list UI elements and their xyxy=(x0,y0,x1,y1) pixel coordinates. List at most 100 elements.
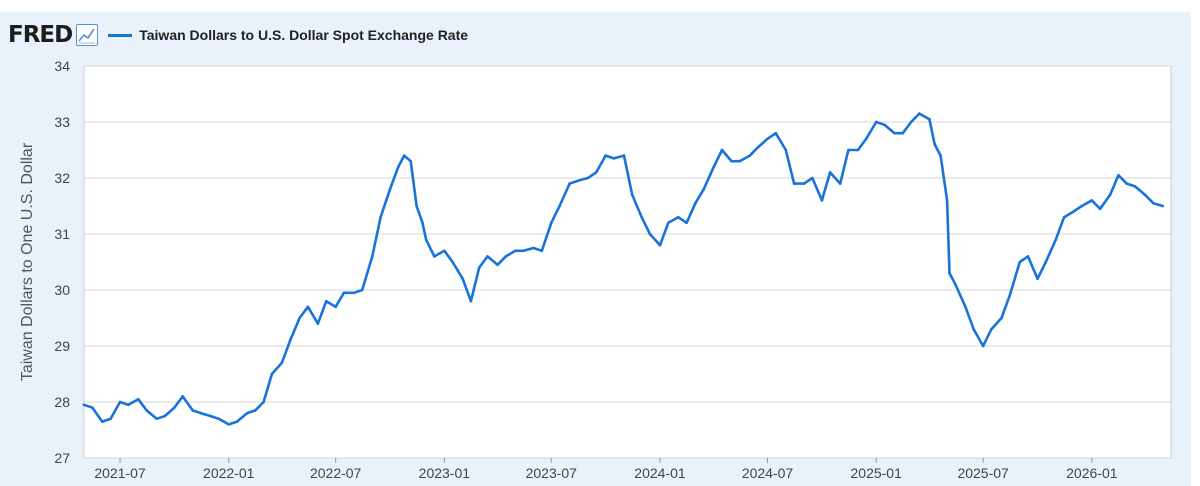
data-point[interactable] xyxy=(667,221,670,225)
data-point[interactable] xyxy=(443,249,446,253)
data-point[interactable] xyxy=(540,249,544,253)
data-point[interactable] xyxy=(847,148,850,152)
data-point[interactable] xyxy=(451,260,454,264)
data-point[interactable] xyxy=(677,215,680,219)
data-point[interactable] xyxy=(415,204,418,208)
data-point[interactable] xyxy=(1062,215,1066,219)
data-point[interactable] xyxy=(352,291,356,295)
data-point[interactable] xyxy=(838,182,842,185)
data-point[interactable] xyxy=(173,406,176,409)
data-point[interactable] xyxy=(586,176,590,180)
data-point[interactable] xyxy=(1117,173,1120,177)
data-point[interactable] xyxy=(402,154,406,157)
data-point[interactable] xyxy=(191,409,194,412)
data-point[interactable] xyxy=(685,221,688,225)
data-point[interactable] xyxy=(1018,260,1022,264)
data-point[interactable] xyxy=(145,409,148,412)
data-point[interactable] xyxy=(280,361,284,365)
data-point[interactable] xyxy=(1008,294,1011,297)
data-point[interactable] xyxy=(298,316,301,320)
data-point[interactable] xyxy=(109,417,112,421)
data-point[interactable] xyxy=(82,403,86,407)
data-point[interactable] xyxy=(118,400,122,404)
data-point[interactable] xyxy=(893,131,896,135)
data-point[interactable] xyxy=(254,409,257,412)
data-point[interactable] xyxy=(918,112,921,115)
data-point[interactable] xyxy=(774,131,778,135)
data-point[interactable] xyxy=(137,397,140,401)
data-point[interactable] xyxy=(1036,277,1039,281)
data-point[interactable] xyxy=(1000,316,1003,320)
data-point[interactable] xyxy=(334,305,338,309)
data-point[interactable] xyxy=(360,288,364,292)
data-point[interactable] xyxy=(874,120,878,124)
data-point[interactable] xyxy=(532,246,535,250)
data-point[interactable] xyxy=(342,291,346,295)
data-point[interactable] xyxy=(811,176,814,180)
data-point[interactable] xyxy=(738,159,741,163)
data-point[interactable] xyxy=(199,411,203,415)
data-point[interactable] xyxy=(712,165,716,169)
fred-logo[interactable]: FRED xyxy=(8,22,73,48)
data-point[interactable] xyxy=(694,201,697,205)
data-point[interactable] xyxy=(324,299,328,303)
data-point[interactable] xyxy=(766,137,769,141)
data-point[interactable] xyxy=(1072,210,1075,213)
data-point[interactable] xyxy=(658,243,662,247)
data-point[interactable] xyxy=(568,182,571,185)
data-point[interactable] xyxy=(127,403,130,407)
data-point[interactable] xyxy=(856,148,860,152)
data-point[interactable] xyxy=(486,255,489,258)
data-point[interactable] xyxy=(909,120,913,124)
data-point[interactable] xyxy=(1143,193,1147,197)
data-point[interactable] xyxy=(972,327,975,331)
data-point[interactable] xyxy=(209,414,212,418)
data-point[interactable] xyxy=(155,417,158,421)
data-point[interactable] xyxy=(397,165,400,169)
data-point[interactable] xyxy=(550,221,553,225)
data-point[interactable] xyxy=(933,143,936,146)
data-point[interactable] xyxy=(469,299,473,303)
data-point[interactable] xyxy=(939,154,942,157)
data-point[interactable] xyxy=(1108,193,1112,197)
data-point[interactable] xyxy=(756,145,760,149)
data-point[interactable] xyxy=(379,215,382,219)
data-point[interactable] xyxy=(1125,182,1128,185)
data-point[interactable] xyxy=(784,148,788,152)
data-point[interactable] xyxy=(828,171,832,174)
data-point[interactable] xyxy=(640,215,643,219)
data-point[interactable] xyxy=(371,255,374,258)
data-point[interactable] xyxy=(883,123,886,127)
line-chart-icon[interactable] xyxy=(76,24,99,46)
data-point[interactable] xyxy=(522,249,525,253)
data-point[interactable] xyxy=(594,171,598,174)
data-point[interactable] xyxy=(316,322,320,325)
data-point[interactable] xyxy=(612,157,616,160)
data-point[interactable] xyxy=(1161,204,1164,208)
data-point[interactable] xyxy=(1133,185,1137,188)
data-point[interactable] xyxy=(496,263,499,267)
data-point[interactable] xyxy=(864,137,868,141)
data-point[interactable] xyxy=(306,305,310,309)
data-point[interactable] xyxy=(270,372,274,376)
data-point[interactable] xyxy=(622,154,626,157)
data-point[interactable] xyxy=(820,199,824,202)
data-point[interactable] xyxy=(1098,207,1102,211)
data-point[interactable] xyxy=(217,417,220,421)
data-point[interactable] xyxy=(648,232,652,236)
data-point[interactable] xyxy=(262,400,265,404)
data-point[interactable] xyxy=(1026,255,1030,258)
data-point[interactable] xyxy=(558,204,561,208)
data-point[interactable] xyxy=(901,131,905,135)
data-point[interactable] xyxy=(235,420,239,423)
data-point[interactable] xyxy=(792,182,796,185)
data-point[interactable] xyxy=(91,406,94,409)
data-point[interactable] xyxy=(630,193,634,197)
data-point[interactable] xyxy=(1054,238,1058,241)
data-point[interactable] xyxy=(1152,201,1155,205)
data-point[interactable] xyxy=(990,327,993,331)
data-point[interactable] xyxy=(514,249,517,253)
data-point[interactable] xyxy=(702,187,705,191)
data-point[interactable] xyxy=(1090,199,1094,202)
data-point[interactable] xyxy=(504,255,508,258)
